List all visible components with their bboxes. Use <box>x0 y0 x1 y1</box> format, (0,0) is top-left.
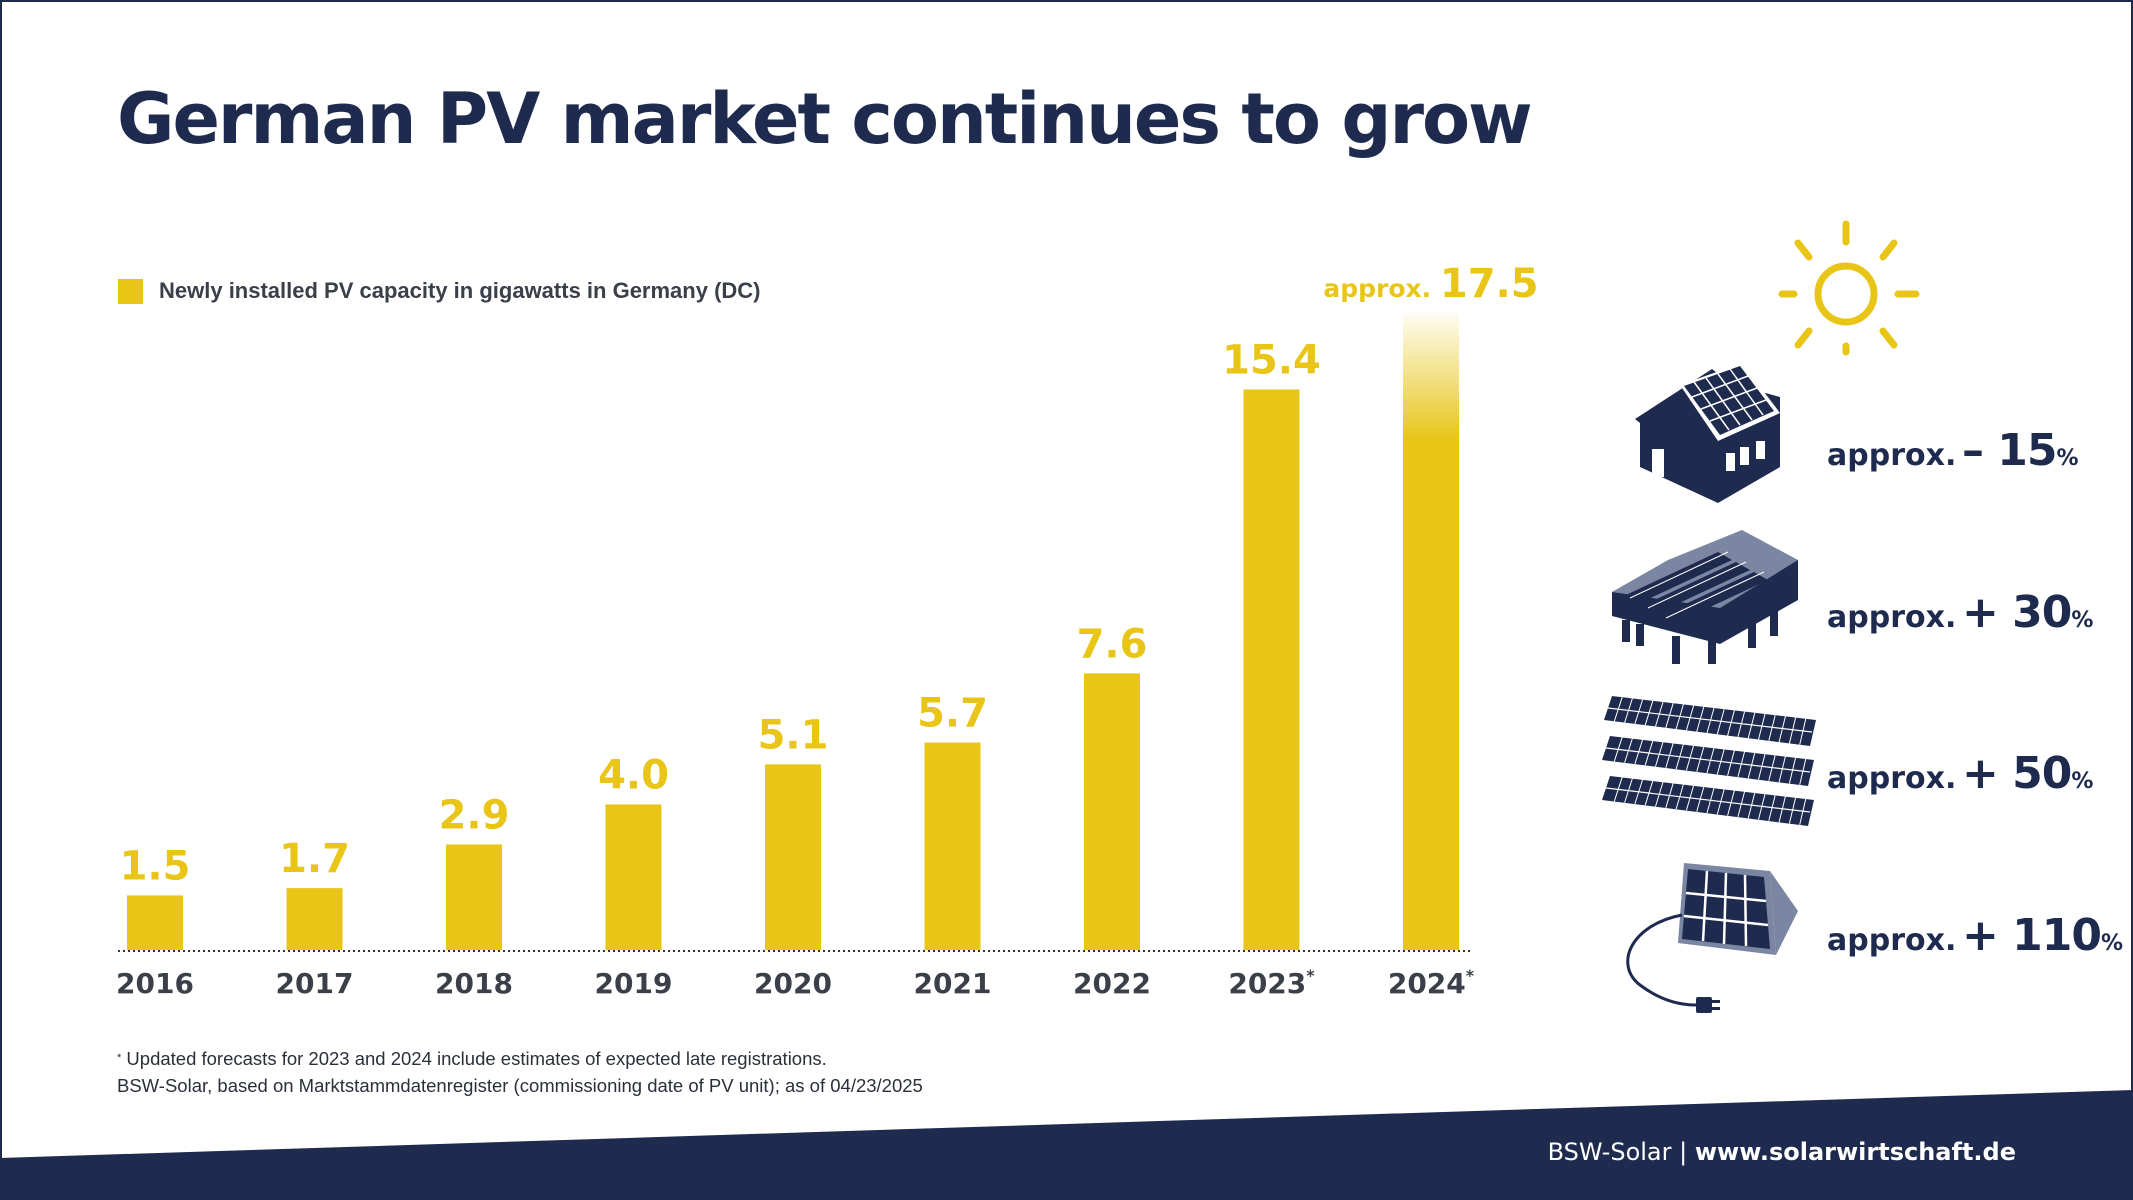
segment-value-plugin: approx. + 110% <box>1827 910 2124 961</box>
plug-in-solar-icon <box>1626 863 1798 1013</box>
segment-value-rooftop: approx. – 15% <box>1827 425 2079 476</box>
x-tick-2020: 2020 <box>754 967 832 1000</box>
value-label-2024: approx. 17.5 <box>1323 261 1538 307</box>
x-tick-2016: 2016 <box>116 967 194 1000</box>
footer-separator: | <box>1679 1138 1688 1166</box>
segment-value-ground: approx. + 50% <box>1827 748 2094 799</box>
bar-2024 <box>1403 313 1459 950</box>
x-tick-2021: 2021 <box>914 967 992 1000</box>
page-title: German PV market continues to grow <box>117 78 1533 160</box>
value-label-2016: 1.5 <box>120 843 191 889</box>
value-label-2020: 5.1 <box>758 712 829 758</box>
x-tick-2017: 2017 <box>276 967 354 1000</box>
footer-url-link[interactable]: www.solarwirtschaft.de <box>1694 1138 2016 1166</box>
house-rooftop-icon <box>1635 363 1780 503</box>
footnote-line-2: BSW-Solar, based on Marktstammdatenregis… <box>117 1075 923 1096</box>
chart-legend: Newly installed PV capacity in gigawatts… <box>118 276 761 306</box>
bar-2023 <box>1243 389 1300 950</box>
value-label-2017: 1.7 <box>279 836 350 882</box>
x-tick-2023: 2023* <box>1228 966 1315 1000</box>
bar-2016 <box>127 895 183 950</box>
x-tick-2019: 2019 <box>595 967 673 1000</box>
legend-swatch <box>118 278 143 304</box>
bar-2022 <box>1084 673 1140 950</box>
commercial-roof-icon <box>1612 530 1798 664</box>
value-label-2023: 15.4 <box>1222 337 1321 383</box>
footer-org: BSW-Solar <box>1547 1138 1672 1166</box>
bar-2019 <box>605 804 662 950</box>
value-label-2022: 7.6 <box>1077 621 1148 667</box>
bar-2020 <box>765 764 821 950</box>
value-label-2021: 5.7 <box>917 691 988 737</box>
ground-mounted-icon <box>1602 696 1816 826</box>
footer-credit: BSW-Solar | www.solarwirtschaft.de <box>1548 1138 2016 1166</box>
footnote: * Updated forecasts for 2023 and 2024 in… <box>117 1045 923 1099</box>
segment-value-commercial: approx. + 30% <box>1827 587 2094 638</box>
legend-label: Newly installed PV capacity in gigawatts… <box>159 278 761 303</box>
footnote-line-1: * Updated forecasts for 2023 and 2024 in… <box>117 1048 827 1069</box>
x-tick-2018: 2018 <box>435 967 513 1000</box>
bar-2021 <box>924 742 981 950</box>
x-tick-2024: 2024* <box>1388 966 1475 1000</box>
footer-band <box>0 1090 2133 1200</box>
bar-2018 <box>446 844 502 950</box>
value-label-2019: 4.0 <box>598 752 669 798</box>
x-tick-2022: 2022 <box>1073 967 1151 1000</box>
segment-panel: approx. – 15% approx. + 30% <box>1570 0 2130 1100</box>
bar-chart: 1.5 2016 1.7 2017 2.9 2018 4.0 2019 5.1 2020 5.7 20… <box>116 261 1539 1000</box>
value-label-2018: 2.9 <box>439 792 510 838</box>
bar-2017 <box>286 888 343 950</box>
sun-icon <box>1778 220 1920 356</box>
